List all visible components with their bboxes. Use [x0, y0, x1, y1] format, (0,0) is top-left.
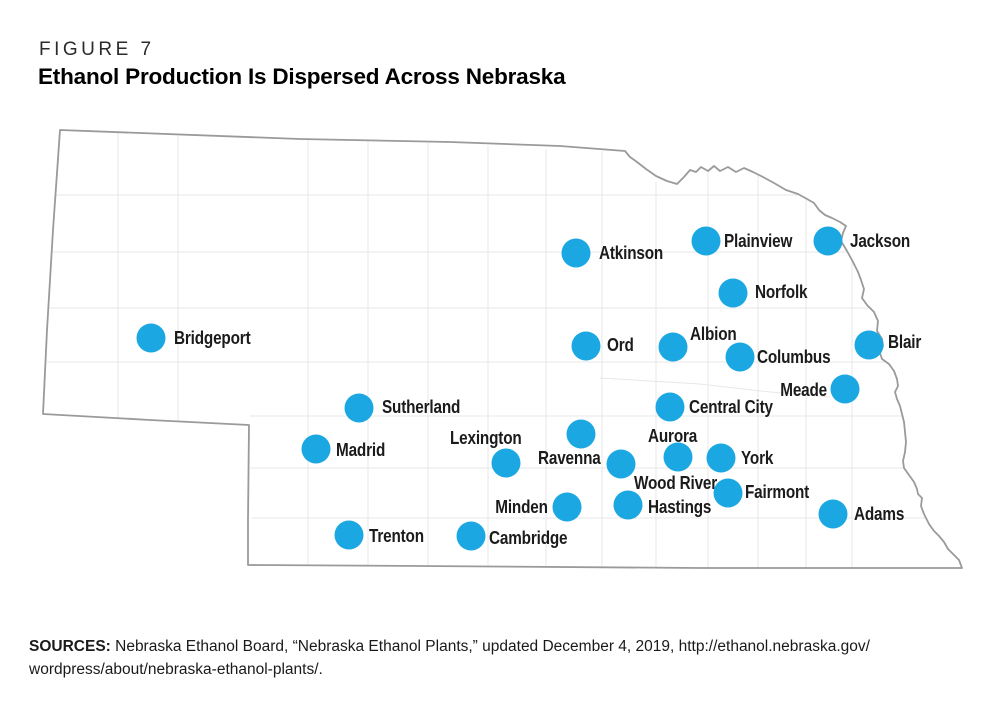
- plant-label-albion: Albion: [690, 324, 737, 344]
- plant-label-atkinson: Atkinson: [599, 243, 664, 263]
- sources-line2: wordpress/about/nebraska-ethanol-plants/…: [29, 661, 323, 678]
- plant-dot-columbus: [725, 342, 755, 372]
- plant-dot-york: [706, 443, 736, 473]
- county-lines: [43, 130, 925, 568]
- plant-label-minden: Minden: [495, 497, 548, 517]
- plant-dot-blair: [854, 330, 884, 360]
- plant-dot-plainview: [691, 226, 721, 256]
- plant-dot-lexington: [491, 448, 521, 478]
- plant-dot-jackson: [813, 226, 843, 256]
- sources-label: SOURCES:: [29, 638, 116, 655]
- figure-number: FIGURE 7: [39, 39, 155, 60]
- plant-dot-madrid: [301, 434, 331, 464]
- plant-label-adams: Adams: [854, 504, 905, 524]
- sources-line1: Nebraska Ethanol Board, “Nebraska Ethano…: [115, 638, 870, 655]
- plant-dot-aurora: [663, 442, 693, 472]
- plant-label-lexington: Lexington: [450, 428, 522, 448]
- plant-dot-wood-river: [606, 449, 636, 479]
- nebraska-outline: [42, 129, 963, 569]
- plant-label-ord: Ord: [607, 335, 634, 355]
- plant-dot-ravenna: [566, 419, 596, 449]
- plant-label-plainview: Plainview: [724, 231, 793, 251]
- plant-dot-cambridge: [456, 521, 486, 551]
- plant-label-wood-river: Wood River: [634, 473, 718, 493]
- plant-dot-central-city: [655, 392, 685, 422]
- plant-dot-atkinson: [561, 238, 591, 268]
- plant-label-aurora: Aurora: [648, 426, 698, 446]
- plant-label-trenton: Trenton: [369, 526, 424, 546]
- plant-label-columbus: Columbus: [757, 347, 831, 367]
- plant-label-fairmont: Fairmont: [745, 482, 810, 502]
- plant-dot-ord: [571, 331, 601, 361]
- plant-label-blair: Blair: [888, 332, 922, 352]
- plant-dot-minden: [552, 492, 582, 522]
- plant-label-norfolk: Norfolk: [755, 282, 808, 302]
- plant-dot-norfolk: [718, 278, 748, 308]
- plant-dot-bridgeport: [136, 323, 166, 353]
- plant-label-meade: Meade: [780, 380, 827, 400]
- sources-note: SOURCES: Nebraska Ethanol Board, “Nebras…: [29, 635, 934, 681]
- plant-label-sutherland: Sutherland: [382, 397, 461, 417]
- plant-label-cambridge: Cambridge: [489, 528, 568, 548]
- plant-dot-fairmont: [713, 478, 743, 508]
- figure-title: Ethanol Production Is Dispersed Across N…: [38, 64, 566, 89]
- plant-dot-adams: [818, 499, 848, 529]
- plant-dot-sutherland: [344, 393, 374, 423]
- plant-label-bridgeport: Bridgeport: [174, 328, 251, 348]
- plant-label-jackson: Jackson: [850, 231, 911, 251]
- plant-label-york: York: [741, 448, 774, 468]
- plant-dot-meade: [830, 374, 860, 404]
- plant-dot-hastings: [613, 490, 643, 520]
- plant-label-central-city: Central City: [689, 397, 773, 417]
- plant-label-madrid: Madrid: [336, 440, 386, 460]
- plant-label-hastings: Hastings: [648, 497, 712, 517]
- plant-label-ravenna: Ravenna: [538, 448, 601, 468]
- plant-dot-albion: [658, 332, 688, 362]
- plant-dot-trenton: [334, 520, 364, 550]
